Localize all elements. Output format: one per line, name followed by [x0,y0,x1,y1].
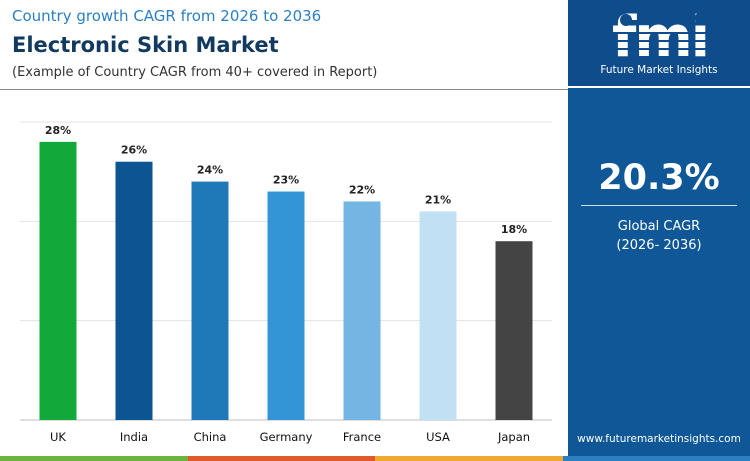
value-label-india: 26% [121,144,147,157]
strip-segment [187,456,375,461]
value-label-japan: 18% [501,223,527,236]
kpi-label: Global CAGR [617,219,701,234]
chart-panel: Country growth CAGR from 2026 to 2036 El… [0,7,568,444]
kpi-period: (2026- 2036) [616,238,702,253]
value-label-france: 22% [349,183,375,196]
category-label-france: France [343,430,381,444]
category-label-usa: USA [426,430,450,444]
bar-japan [495,241,533,420]
chart-subtitle: Country growth CAGR from 2026 to 2036 [12,7,322,25]
bar-india [115,161,153,420]
side-divider [568,86,750,88]
bar-usa [419,211,457,420]
category-label-china: China [194,430,227,444]
website-link[interactable]: www.futuremarketinsights.com [577,433,741,445]
strip-segment [562,456,750,461]
value-label-usa: 21% [425,193,451,206]
strip-segment [0,456,188,461]
fmi-logo: fmi [597,6,723,70]
strip-segment [375,456,563,461]
logo-icons [597,12,723,50]
bottom-color-strip [0,456,750,461]
category-label-germany: Germany [260,430,313,444]
value-label-uk: 28% [45,124,71,137]
value-label-china: 24% [197,164,223,177]
category-label-uk: UK [50,430,66,444]
summary-panel: fmi Future Market Insights 20.3% Global … [568,0,750,456]
bar-china [191,181,229,420]
bar-france [343,201,381,420]
chart-note: (Example of Country CAGR from 40+ covere… [12,65,378,80]
category-label-japan: Japan [497,430,530,444]
kpi-value: 20.3% [598,158,720,198]
logo-tagline: Future Market Insights [600,64,718,76]
bar-germany [267,191,305,420]
kpi-divider [581,205,737,206]
header-divider [0,89,568,90]
bar-chart: 28% UK 26% India 24% China 23% Germany 22% France… [20,121,552,444]
category-label-india: India [120,430,148,444]
bar-uk [39,141,77,420]
kpi-area: 20.3% Global CAGR (2026- 2036) www.futur… [568,88,750,456]
value-label-germany: 23% [273,174,299,187]
chart-title: Electronic Skin Market [12,33,279,57]
